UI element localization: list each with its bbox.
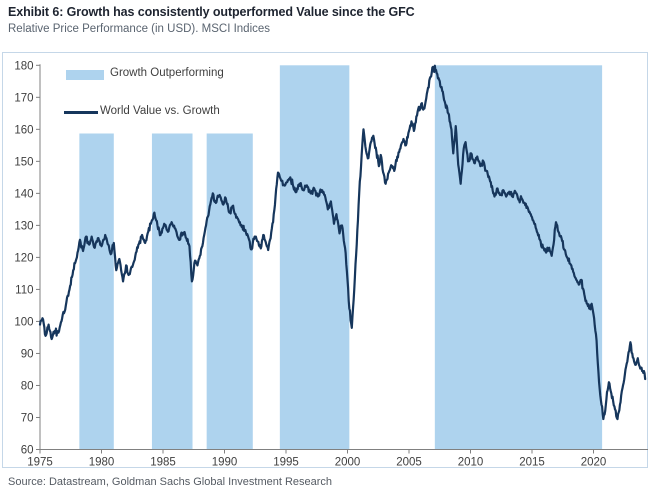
x-tick-label: 1975 — [27, 457, 53, 469]
growth-outperforming-band — [279, 65, 350, 450]
growth-outperforming-band — [151, 133, 193, 450]
y-tick-label: 130 — [14, 220, 33, 232]
y-tick-label: 170 — [14, 92, 33, 104]
y-tick-label: 80 — [21, 380, 34, 392]
x-tick-label: 1990 — [212, 457, 238, 469]
y-tick-label: 100 — [14, 316, 33, 328]
y-tick-label: 90 — [21, 348, 34, 360]
growth-outperforming-band — [434, 65, 603, 450]
exhibit-subtitle: Relative Price Performance (in USD). MSC… — [8, 23, 271, 35]
y-tick-label: 160 — [14, 124, 33, 136]
y-tick-label: 110 — [15, 284, 33, 296]
growth-outperforming-band — [206, 133, 253, 450]
source-note: Source: Datastream, Goldman Sachs Global… — [8, 476, 333, 488]
x-tick-label: 2000 — [335, 457, 361, 469]
x-tick-label: 1995 — [273, 457, 299, 469]
x-tick-label: 2015 — [519, 457, 545, 469]
x-tick-label: 1980 — [89, 457, 115, 469]
y-tick-label: 140 — [14, 188, 33, 200]
y-tick-label: 120 — [14, 252, 33, 264]
y-tick-label: 70 — [21, 412, 34, 424]
value-vs-growth-label: World Value vs. Growth — [100, 105, 220, 117]
growth-outperforming-label: Growth Outperforming — [110, 67, 224, 79]
y-tick-label: 60 — [21, 445, 34, 457]
growth-outperforming-band — [79, 133, 114, 450]
exhibit-title: Exhibit 6: Growth has consistently outpe… — [8, 5, 415, 19]
y-tick-label: 180 — [14, 60, 33, 72]
chart-frame — [2, 52, 648, 468]
x-tick-label: 2010 — [458, 457, 484, 469]
x-tick-label: 2020 — [581, 457, 607, 469]
x-tick-label: 2005 — [396, 457, 422, 469]
world-value-vs-growth-line — [38, 64, 647, 421]
value-vs-growth-line-swatch — [64, 111, 98, 114]
x-tick-label: 1985 — [150, 457, 176, 469]
y-tick-label: 150 — [14, 156, 33, 168]
growth-outperforming-swatch — [66, 70, 104, 80]
